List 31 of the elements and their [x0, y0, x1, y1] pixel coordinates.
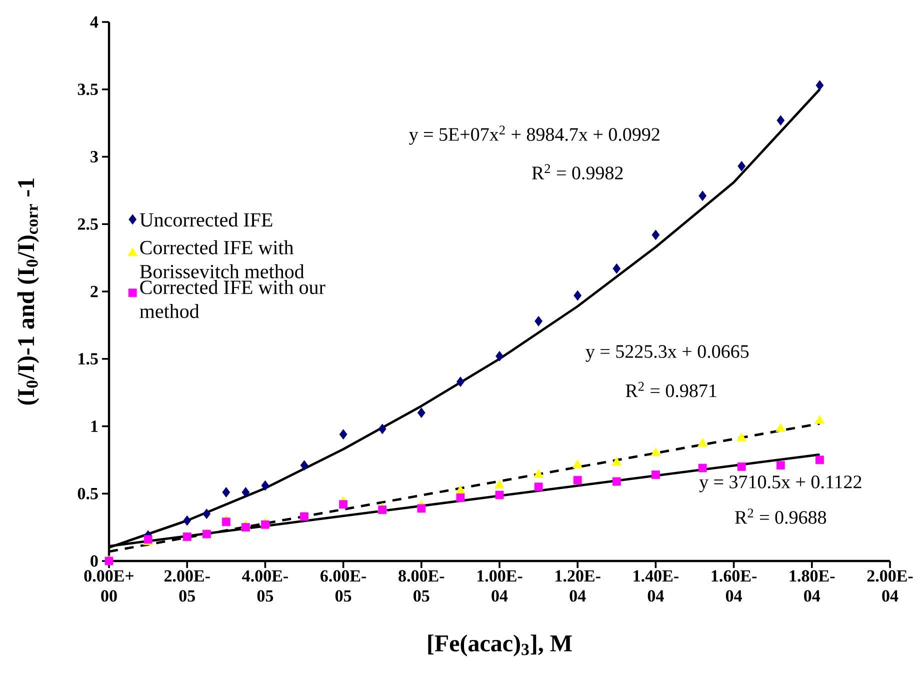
- x-tick-label: 1.60E-04: [712, 570, 757, 602]
- x-tick-label: 1.20E-04: [556, 570, 600, 602]
- legend-label: Uncorrected IFE: [140, 212, 272, 227]
- annotation: R$^{2}$ = 0.9982: [532, 164, 623, 180]
- x-tick-label: 1.80E-04: [790, 570, 835, 602]
- y-tick-label: 2.5: [78, 218, 98, 230]
- y-tick-label: 0.5: [78, 488, 98, 500]
- y-axis-title: (I$_{0}$/I)-1 and (I$_{0}$/I)$_{corr}$ -1: [17, 178, 40, 405]
- legend-label: Corrected IFE with our method: [140, 280, 326, 318]
- y-tick-label: 1.5: [78, 353, 98, 365]
- annotation: y = 5225.3x + 0.0665: [586, 345, 749, 362]
- x-tick-label: 8.00E-05: [398, 570, 444, 602]
- x-tick-label: 2.00E-04: [867, 570, 913, 602]
- x-tick-label: 2.00E-05: [164, 570, 210, 602]
- y-tick-label: 3: [90, 151, 98, 162]
- legend-label: Corrected IFE with Borissevitch method: [140, 240, 304, 278]
- annotation: R$^{2}$ = 0.9871: [626, 382, 716, 398]
- x-axis-title: [Fe(acac)$_{3}$], M: [428, 634, 572, 656]
- y-tick-label: 1: [91, 420, 98, 432]
- x-tick-label: 1.00E-04: [477, 570, 522, 602]
- x-tick-label: 1.40E-04: [634, 570, 678, 602]
- annotation: R$^{2}$ = 0.9688: [735, 508, 826, 524]
- y-tick-label: 3.5: [78, 84, 98, 96]
- x-tick-label: 6.00E-05: [320, 570, 366, 602]
- y-tick-label: 2: [90, 286, 98, 298]
- annotation: y = 5E+07x$^{2}$ + 8984.7x + 0.0992: [409, 126, 660, 145]
- y-tick-label: 4: [90, 16, 98, 28]
- annotation: y = 3710.5x + 0.1122: [699, 476, 862, 492]
- x-tick-label: 0.00E+00: [84, 570, 134, 602]
- x-tick-label: 4.00E-05: [242, 570, 288, 602]
- y-tick-label: 0: [90, 555, 98, 567]
